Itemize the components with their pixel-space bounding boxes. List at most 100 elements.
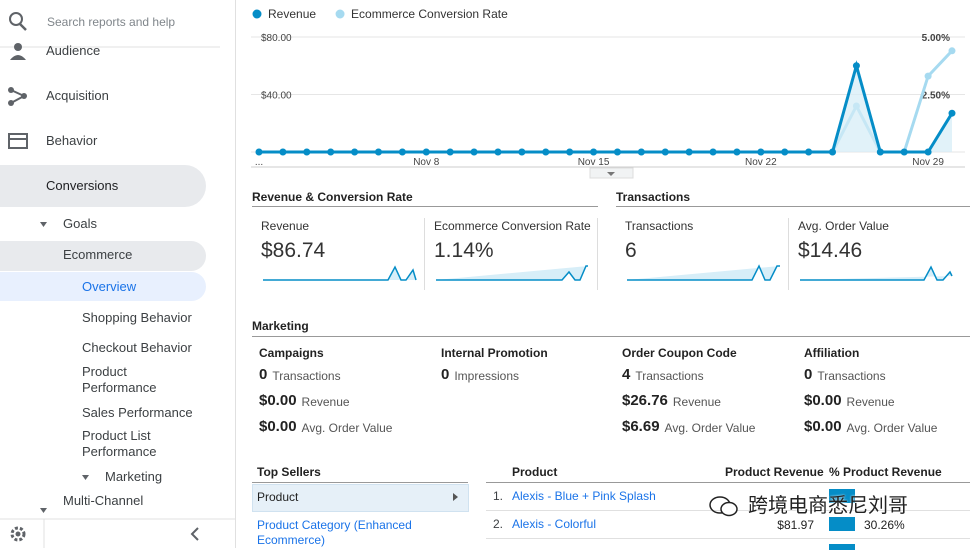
data-point (613, 148, 621, 156)
data-point (829, 148, 837, 156)
data-point (948, 109, 956, 117)
table-header: Product (512, 465, 558, 479)
metric-value: $86.74 (261, 239, 326, 262)
percent-bar (829, 517, 855, 531)
data-point (542, 148, 550, 156)
marketing-label: Revenue (846, 395, 895, 409)
marketing-label: Impressions (454, 369, 520, 383)
data-point (637, 148, 645, 156)
y-tick-label: $40.00 (261, 91, 292, 102)
x-tick-label: Nov 8 (413, 157, 440, 168)
series-line (259, 60, 954, 154)
data-point (518, 148, 526, 156)
dimension-option[interactable]: Product Category (Enhanced Ecommerce) (257, 518, 412, 547)
data-point (661, 148, 669, 156)
nav-item[interactable]: Behavior (46, 133, 98, 148)
divider (252, 206, 598, 207)
y2-tick-label: 5.00% (922, 33, 950, 44)
data-point (446, 148, 454, 156)
nav-item[interactable]: Conversions (46, 178, 119, 193)
data-point (327, 148, 335, 156)
active-page (0, 272, 206, 301)
marketing-label: Avg. Order Value (664, 421, 756, 435)
nav-page[interactable]: Product List Performance (82, 428, 157, 459)
divider (424, 218, 425, 290)
active-subsection (0, 241, 206, 271)
section-title: Top Sellers (257, 465, 321, 479)
marketing-label: Avg. Order Value (301, 421, 393, 435)
data-point (733, 148, 741, 156)
legend-label: Revenue (268, 7, 316, 21)
x-tick-label: Nov 29 (912, 157, 944, 168)
table-header: % Product Revenue (829, 465, 942, 479)
divider (616, 206, 970, 207)
marketing-value: 0 (804, 366, 813, 383)
arrow (453, 493, 458, 501)
marketing-label: Transactions (272, 369, 341, 383)
y-tick-label: $80.00 (261, 33, 292, 44)
data-point (351, 148, 359, 156)
area (259, 65, 952, 152)
marketing-label: Revenue (301, 395, 350, 409)
nav-page[interactable]: Shopping Behavior (82, 310, 192, 325)
row-rank: 2. (493, 517, 504, 531)
product-revenue: $81.97 (777, 518, 814, 532)
data-point (470, 148, 478, 156)
nav-page[interactable]: Sales Performance (82, 405, 193, 420)
section-title: Transactions (616, 190, 691, 204)
nav-page[interactable]: Product Performance (82, 364, 157, 395)
divider (486, 538, 970, 539)
search-placeholder[interactable]: Search reports and help (47, 15, 176, 29)
nav-subitem[interactable]: Ecommerce (63, 247, 133, 262)
section-title: Marketing (252, 319, 309, 333)
nav-page[interactable]: Checkout Behavior (82, 340, 192, 355)
metric-label: Ecommerce Conversion Rate (434, 219, 591, 233)
data-point (422, 148, 430, 156)
data-point (948, 47, 956, 55)
marketing-label: Transactions (817, 369, 886, 383)
marketing-value: $0.00 (259, 392, 297, 409)
data-point (709, 148, 717, 156)
product-link[interactable]: Alexis - Blue + Pink Splash (512, 489, 656, 503)
divider (252, 336, 970, 337)
data-point (374, 148, 382, 156)
marketing-value: $26.76 (622, 392, 668, 409)
chart-toggle-icon (607, 172, 615, 176)
nav-page[interactable]: Overview (82, 279, 137, 294)
marketing-value: 0 (259, 366, 268, 383)
product-link[interactable]: Alexis - Colorful (512, 517, 597, 531)
metric-label: Avg. Order Value (798, 219, 889, 233)
nav-item[interactable]: Acquisition (46, 88, 109, 103)
marketing-title: Internal Promotion (441, 346, 548, 360)
marketing-value: 0 (441, 366, 450, 383)
data-point (279, 148, 287, 156)
marketing-value: $0.00 (804, 418, 842, 435)
sidebar: Search reports and help Audience Acquisi… (0, 0, 236, 548)
nav-subitem[interactable]: Multi-Channel (63, 493, 144, 508)
nav-page[interactable]: Marketing (105, 469, 163, 484)
metric-value: $14.46 (798, 239, 863, 262)
marketing-value: $6.69 (622, 418, 660, 435)
data-point (255, 148, 263, 156)
marketing-label: Transactions (635, 369, 704, 383)
watermark: 跨境电商悉尼刘哥 (748, 495, 908, 517)
metric-value: 1.14% (434, 239, 494, 262)
selected-dimension[interactable] (252, 484, 469, 512)
nav-item[interactable]: Audience (46, 43, 101, 58)
marketing-value: 4 (622, 366, 631, 383)
metric-label: Transactions (625, 219, 694, 233)
data-point (924, 148, 932, 156)
marketing-value: $0.00 (804, 392, 842, 409)
data-point (876, 148, 884, 156)
data-point (900, 148, 908, 156)
percent-bar (829, 544, 855, 550)
divider (486, 482, 970, 483)
watermark-icon (709, 496, 738, 517)
x-tick-label: Nov 15 (578, 157, 610, 168)
data-point (924, 72, 932, 80)
dimension-option[interactable]: Product (257, 490, 299, 504)
marketing-title: Campaigns (259, 346, 324, 360)
nav-subitem[interactable]: Goals (63, 216, 97, 231)
section-title: Revenue & Conversion Rate (252, 190, 413, 204)
data-point (494, 148, 502, 156)
